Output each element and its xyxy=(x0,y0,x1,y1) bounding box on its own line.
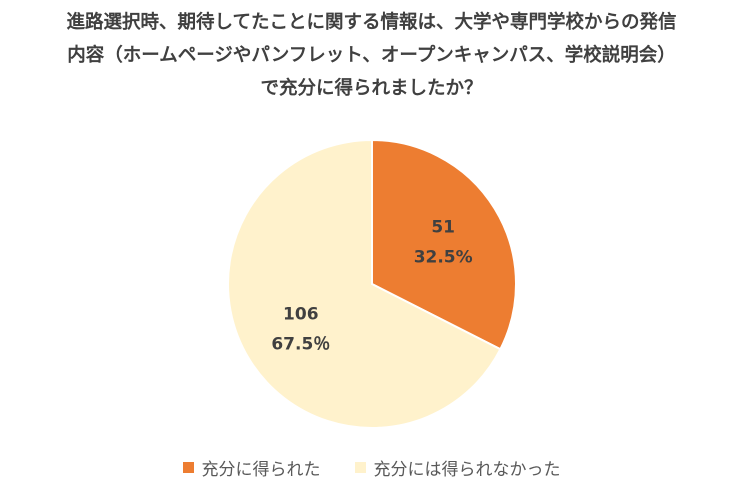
legend-label-insufficient: 充分には得られなかった xyxy=(373,460,561,480)
data-label-value-insufficient: 106 xyxy=(283,305,319,325)
chart-title-line-3: で充分に得られましたか？ xyxy=(260,78,483,99)
chart-title-line-2: 内容（ホームページやパンフレット、オープンキャンパス、学校説明会） xyxy=(67,45,676,66)
legend-item-sufficient: 充分に得られた xyxy=(182,455,321,480)
legend-label-sufficient: 充分に得られた xyxy=(201,460,321,480)
chart-title: 進路選択時、期待してたことに関する情報は、大学や専門学校からの発信 内容（ホーム… xyxy=(0,6,743,105)
legend-swatch-insufficient xyxy=(354,462,366,473)
pie-slice-insufficient xyxy=(227,138,502,429)
chart-title-line-1: 進路選択時、期待してたことに関する情報は、大学や専門学校からの発信 xyxy=(66,12,677,33)
pie-slice-sufficient xyxy=(371,138,517,351)
legend-item-insufficient: 充分には得られなかった xyxy=(354,455,561,480)
legend-swatch-sufficient xyxy=(182,462,194,473)
data-label-percent-sufficient: 32.5% xyxy=(414,247,473,267)
data-label-value-sufficient: 51 xyxy=(431,217,455,237)
legend: 充分に得られた 充分には得られなかった xyxy=(0,455,743,480)
data-label-percent-insufficient: 67.5％ xyxy=(271,335,330,355)
